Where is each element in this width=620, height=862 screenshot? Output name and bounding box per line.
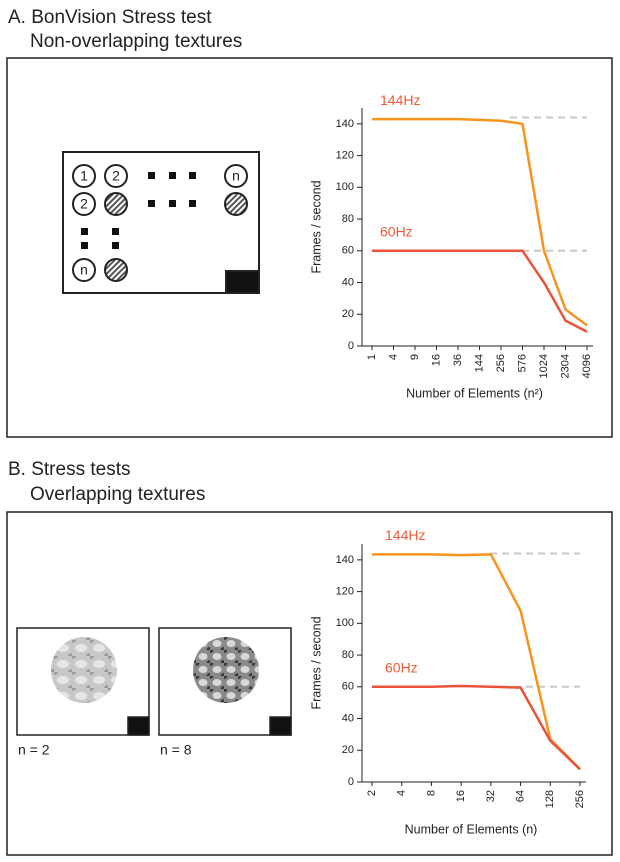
y-tick-label: 140 xyxy=(336,554,354,566)
panel-subtitle: Non-overlapping textures xyxy=(30,31,242,52)
y-tick-label: 0 xyxy=(348,340,354,352)
y-tick-label: 40 xyxy=(342,276,354,288)
x-tick-label: 144 xyxy=(473,354,485,372)
panel-title: B. Stress tests xyxy=(8,459,130,480)
series-label: 60Hz xyxy=(385,660,418,676)
diagram-b xyxy=(16,627,292,736)
y-tick-label: 40 xyxy=(342,712,354,724)
x-axis-label: Number of Elements (n) xyxy=(405,822,538,836)
diagram-label: 1 xyxy=(80,168,88,184)
x-tick-label: 8 xyxy=(425,790,437,796)
x-tick-label: 1024 xyxy=(538,354,550,378)
panel-frame xyxy=(6,511,613,856)
y-axis-label: Frames / second xyxy=(309,616,323,709)
y-tick-label: 0 xyxy=(348,776,354,788)
diagram-label: n xyxy=(80,262,88,278)
series-label: 60Hz xyxy=(380,224,413,240)
y-tick-label: 60 xyxy=(342,245,354,257)
diagram-label: n = 8 xyxy=(160,742,192,758)
x-tick-label: 576 xyxy=(516,354,528,372)
y-tick-label: 120 xyxy=(336,586,354,598)
x-tick-label: 16 xyxy=(430,354,442,366)
diagram-label: n = 2 xyxy=(18,742,50,758)
panel-frame xyxy=(6,57,613,438)
series-label: 144Hz xyxy=(385,527,425,543)
y-tick-label: 20 xyxy=(342,744,354,756)
series-line xyxy=(372,249,588,333)
diagram-label: 2 xyxy=(112,168,120,184)
x-tick-label: 4 xyxy=(387,354,399,360)
diagram-label: 2 xyxy=(80,196,88,212)
x-tick-label: 1 xyxy=(366,354,378,360)
y-tick-label: 140 xyxy=(336,118,354,130)
x-tick-label: 64 xyxy=(514,790,526,802)
series-line xyxy=(372,684,581,771)
x-tick-label: 32 xyxy=(485,790,497,802)
x-tick-label: 16 xyxy=(455,790,467,802)
diagram-label: n xyxy=(232,168,240,184)
series-line xyxy=(372,117,588,327)
series-label: 144Hz xyxy=(380,92,420,108)
panel-title: A. BonVision Stress test xyxy=(8,7,212,28)
x-tick-label: 4 xyxy=(396,790,408,796)
x-tick-label: 128 xyxy=(544,790,556,808)
x-tick-label: 2304 xyxy=(559,354,571,378)
y-tick-label: 80 xyxy=(342,649,354,661)
y-tick-label: 20 xyxy=(342,308,354,320)
x-tick-label: 9 xyxy=(409,354,421,360)
panel-subtitle: Overlapping textures xyxy=(30,484,205,505)
x-tick-label: 256 xyxy=(574,790,586,808)
y-tick-label: 120 xyxy=(336,150,354,162)
y-tick-label: 100 xyxy=(336,617,354,629)
x-tick-label: 2 xyxy=(366,790,378,796)
y-axis-label: Frames / second xyxy=(309,180,323,273)
y-tick-label: 100 xyxy=(336,181,354,193)
x-axis-label: Number of Elements (n²) xyxy=(406,386,543,400)
x-tick-label: 256 xyxy=(495,354,507,372)
x-tick-label: 36 xyxy=(452,354,464,366)
y-tick-label: 60 xyxy=(342,681,354,693)
series-line xyxy=(372,553,581,771)
x-tick-label: 4096 xyxy=(581,354,593,378)
y-tick-label: 80 xyxy=(342,213,354,225)
diagram-a xyxy=(62,151,260,294)
